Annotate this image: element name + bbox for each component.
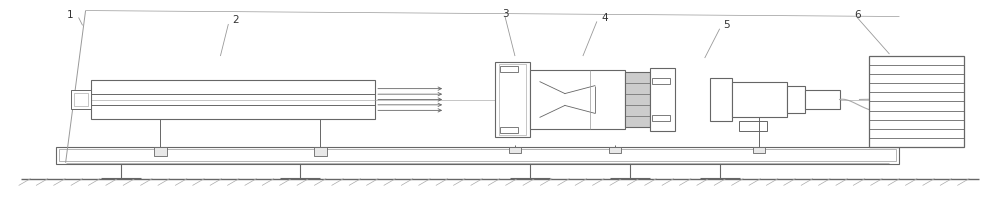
Bar bbox=[314, 147, 327, 156]
Bar bbox=[71, 90, 91, 109]
Text: 3: 3 bbox=[502, 9, 508, 19]
Bar bbox=[652, 78, 670, 84]
Bar bbox=[154, 147, 167, 156]
Bar bbox=[869, 56, 964, 147]
Bar bbox=[739, 121, 767, 131]
Bar bbox=[495, 62, 530, 137]
Bar bbox=[625, 72, 650, 127]
Text: 2: 2 bbox=[232, 16, 239, 25]
Bar bbox=[650, 68, 675, 131]
Text: 5: 5 bbox=[723, 20, 730, 30]
Text: 4: 4 bbox=[602, 13, 608, 23]
Bar bbox=[787, 86, 805, 113]
Bar bbox=[609, 147, 621, 153]
Bar bbox=[500, 127, 518, 133]
Text: 6: 6 bbox=[854, 10, 861, 20]
Bar bbox=[710, 78, 732, 121]
Bar bbox=[500, 66, 518, 72]
Bar bbox=[652, 115, 670, 121]
Bar bbox=[56, 147, 899, 164]
Text: 1: 1 bbox=[67, 10, 74, 20]
Bar bbox=[805, 90, 840, 109]
Bar bbox=[59, 149, 896, 161]
Bar bbox=[732, 82, 787, 117]
Bar bbox=[74, 93, 88, 106]
Bar bbox=[509, 147, 521, 153]
Bar bbox=[499, 64, 526, 135]
Bar bbox=[530, 70, 625, 129]
Bar bbox=[753, 147, 765, 153]
Bar bbox=[91, 80, 375, 119]
